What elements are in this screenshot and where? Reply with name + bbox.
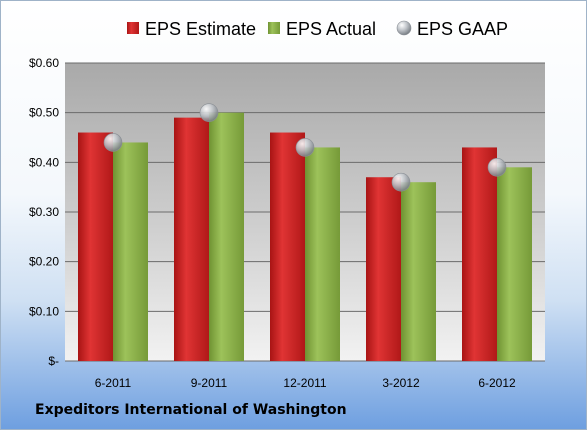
x-tick-label: 3-2012 [382, 376, 420, 390]
bar-eps-actual [209, 112, 244, 362]
legend-label: EPS Estimate [145, 19, 256, 39]
x-tick-label: 6-2012 [478, 376, 516, 390]
marker-eps-gaap [103, 133, 123, 152]
legend-swatch [396, 20, 412, 36]
bar-eps-actual [113, 142, 148, 361]
marker-eps-gaap [199, 103, 219, 122]
legend-swatch [127, 22, 139, 34]
bar-eps-actual [305, 147, 340, 361]
x-tick-label: 9-2011 [191, 376, 228, 390]
y-tick-label: $0.20 [29, 255, 59, 269]
y-tick-label: $0.50 [29, 106, 59, 120]
y-tick-label: $0.60 [29, 56, 59, 70]
y-tick-label: $0.40 [29, 155, 59, 169]
legend: EPS Estimate EPS Actual EPS GAAP [127, 19, 508, 39]
bar-eps-estimate [174, 117, 209, 361]
gaap-markers [103, 103, 507, 192]
company-name: Expeditors International of Washington [35, 402, 347, 418]
marker-eps-gaap [487, 158, 507, 177]
bar-eps-estimate [462, 147, 497, 361]
bar-eps-estimate [78, 132, 113, 361]
x-tick-label: 12-2011 [283, 376, 326, 390]
legend-label: EPS Actual [286, 19, 376, 39]
legend-label: EPS GAAP [417, 19, 508, 39]
bar-eps-estimate [366, 177, 401, 361]
marker-eps-gaap [295, 138, 315, 157]
y-tick-label: $0.30 [29, 205, 59, 219]
x-tick-label: 6-2011 [95, 376, 132, 390]
y-axis-ticks: $0.60 $0.50 $0.40 $0.30 $0.20 $0.10 $- [29, 56, 59, 368]
bar-eps-actual [497, 167, 532, 361]
y-tick-label: $- [48, 354, 59, 368]
bar-eps-estimate [270, 132, 305, 361]
marker-eps-gaap [391, 172, 411, 192]
x-axis-ticks: 6-2011 9-2011 12-2011 3-2012 6-2012 [95, 376, 516, 390]
y-tick-label: $0.10 [29, 304, 59, 318]
bar-eps-actual [401, 182, 436, 361]
legend-swatch [268, 22, 280, 34]
bars [78, 112, 532, 362]
